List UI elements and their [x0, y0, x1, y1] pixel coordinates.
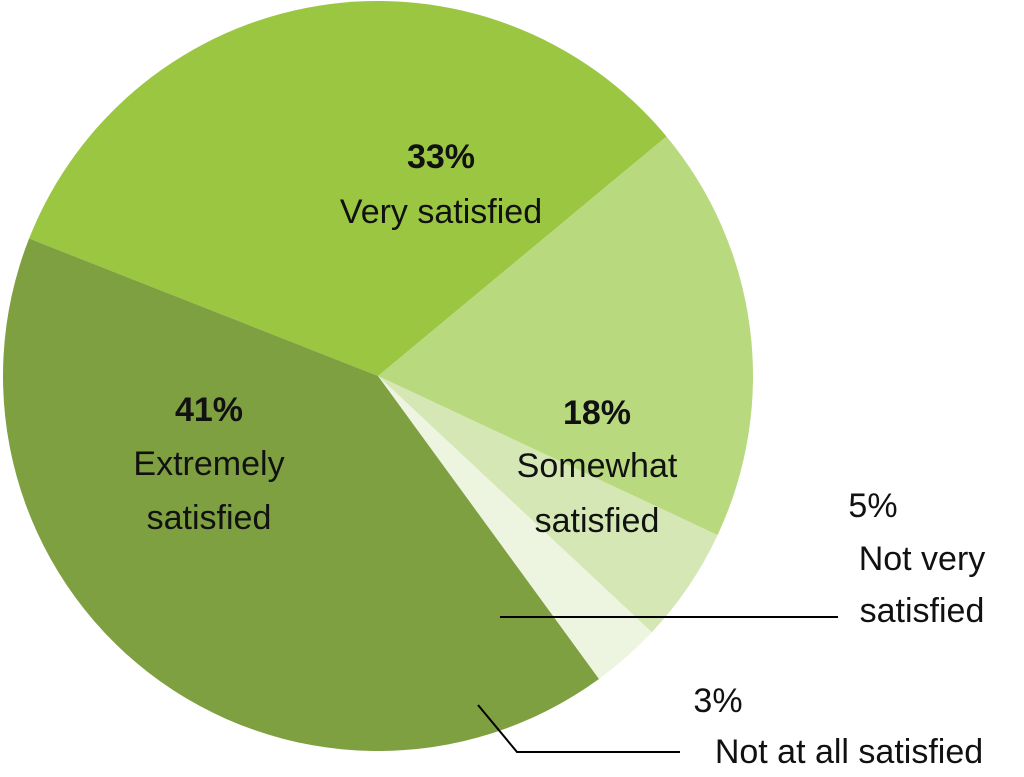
slice-label-pct-not-at-all-satisfied: 3%: [693, 682, 742, 720]
slice-label-very-satisfied: Very satisfied: [340, 193, 542, 231]
pie-slice-not-very-satisfied: [378, 376, 718, 633]
slice-label-somewhat-satisfied-line1: Somewhat: [517, 447, 678, 485]
slice-label-extremely-satisfied-line2: satisfied: [147, 499, 272, 537]
leader-line-not-at-all-satisfied: [477, 704, 680, 753]
pie-slice-not-at-all-satisfied: [378, 376, 652, 679]
slice-label-not-very-satisfied-line1: Not very: [859, 540, 986, 578]
pie-slice-extremely-satisfied: [2, 238, 599, 752]
pie-slice-very-satisfied: [29, 0, 667, 377]
slice-label-somewhat-satisfied-line2: satisfied: [535, 502, 660, 540]
slice-label-pct-very-satisfied: 33%: [407, 138, 475, 176]
slice-label-extremely-satisfied-line1: Extremely: [133, 445, 284, 483]
pie-slice-somewhat-satisfied: [378, 136, 753, 536]
slice-label-pct-extremely-satisfied: 41%: [175, 391, 243, 429]
slice-label-pct-somewhat-satisfied: 18%: [563, 394, 631, 432]
slice-label-not-at-all-satisfied: Not at all satisfied: [715, 733, 983, 771]
slice-label-not-very-satisfied-line2: satisfied: [860, 592, 985, 630]
slice-label-pct-not-very-satisfied: 5%: [848, 487, 897, 525]
pie-slices: [2, 0, 753, 752]
